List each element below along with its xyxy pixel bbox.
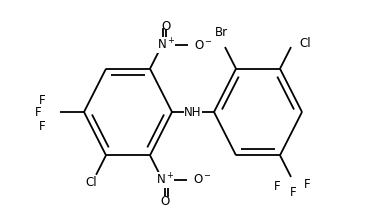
- Text: N$^+$: N$^+$: [157, 37, 175, 53]
- Text: F: F: [274, 180, 280, 193]
- Text: Br: Br: [214, 26, 228, 39]
- Text: O: O: [161, 19, 171, 33]
- Text: O: O: [160, 195, 170, 208]
- Text: F: F: [290, 186, 296, 200]
- Text: F: F: [34, 106, 41, 120]
- Text: F: F: [38, 94, 45, 106]
- Text: Cl: Cl: [299, 37, 311, 49]
- Text: N$^+$: N$^+$: [156, 172, 174, 188]
- Text: Cl: Cl: [85, 176, 97, 189]
- Text: O$^-$: O$^-$: [193, 173, 212, 186]
- Text: F: F: [304, 178, 310, 191]
- Text: O$^-$: O$^-$: [194, 39, 213, 51]
- Text: F: F: [38, 120, 45, 132]
- Text: NH: NH: [184, 106, 202, 118]
